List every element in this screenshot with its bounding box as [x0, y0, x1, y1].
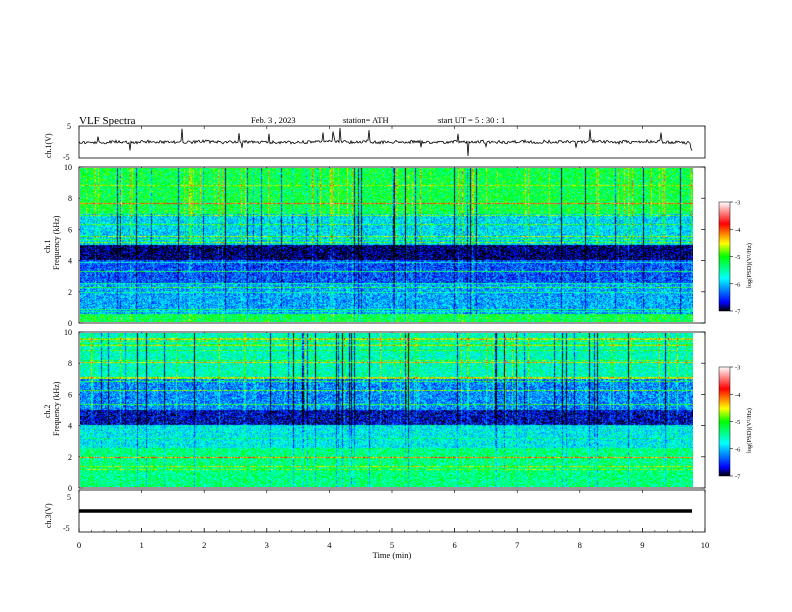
ch1-freq-axis-label-channel: ch.1 — [43, 239, 52, 253]
ch1-waveform-ylabel: ch.1(V) — [44, 133, 53, 158]
ch2-freq-axis-label: Frequency (kHz) — [52, 381, 61, 436]
ch1-ytick-top: 5 — [67, 122, 71, 131]
colorbar-tick-label: -3 — [735, 365, 740, 372]
ch3-waveform-ylabel: ch.3(V) — [44, 503, 53, 528]
ch1-freq-axis-label: Frequency (kHz) — [52, 215, 61, 270]
time-tick-label: 8 — [578, 540, 582, 550]
ch2-colorbar: -3 -4 -5 -6 -7 log(PSD)(V²/Hz) — [718, 365, 753, 481]
freq-tick-label: 0 — [68, 484, 72, 493]
ch2-freq-axis-label-channel: ch.2 — [43, 404, 52, 418]
colorbar-tick-label: -6 — [735, 281, 741, 288]
ch3-ytick-bottom: -5 — [63, 524, 70, 533]
freq-tick-label: 4 — [68, 257, 72, 266]
ch1-waveform-panel: 5 -5 ch.1(V) — [44, 122, 706, 162]
time-tick-label: 2 — [202, 540, 206, 550]
colorbar-tick-label: -7 — [735, 474, 741, 481]
ch2-colorbar-gradient — [718, 366, 731, 477]
colorbar-tick-label: -6 — [735, 446, 741, 453]
time-tick-label: 4 — [327, 540, 332, 550]
freq-tick-label: 8 — [68, 359, 72, 368]
freq-tick-label: 0 — [68, 319, 72, 328]
colorbar-tick-label: -5 — [735, 419, 740, 426]
ch1-colorbar: -3 -4 -5 -6 -7 log(PSD)(V²/Hz) — [718, 200, 753, 316]
freq-tick-label: 10 — [64, 163, 72, 172]
ch2-colorbar-label: log(PSD)(V²/Hz) — [746, 408, 753, 453]
colorbar-tick-label: -3 — [735, 200, 740, 207]
ch1-colorbar-gradient — [718, 201, 731, 312]
ch3-waveform-panel: 5 -5 ch.3(V) — [44, 489, 706, 533]
colorbar-tick-label: -4 — [735, 227, 741, 234]
colorbar-tick-label: -4 — [735, 392, 741, 399]
time-tick-label: 5 — [390, 540, 394, 550]
time-tick-label: 6 — [452, 540, 456, 550]
date-label: Feb. 3 , 2023 — [251, 115, 296, 125]
ch3-ytick-top: 5 — [67, 493, 71, 502]
ch2-spectrogram-heatmap — [80, 333, 693, 487]
freq-tick-label: 6 — [68, 390, 72, 399]
colorbar-tick-label: -5 — [735, 254, 740, 261]
time-tick-label: 9 — [640, 540, 644, 550]
time-tick-label: 7 — [515, 540, 519, 550]
time-tick-label: 1 — [139, 540, 143, 550]
start-time-label: start UT = 5 : 30 : 1 — [438, 115, 505, 125]
freq-tick-label: 6 — [68, 225, 72, 234]
time-tick-label: 3 — [265, 540, 269, 550]
ch1-colorbar-label: log(PSD)(V²/Hz) — [746, 243, 753, 288]
freq-tick-label: 2 — [68, 453, 72, 462]
ch1-ytick-bottom: -5 — [63, 153, 70, 162]
time-tick-label: 0 — [77, 540, 81, 550]
freq-tick-label: 8 — [68, 194, 72, 203]
freq-tick-label: 4 — [68, 422, 72, 431]
figure-title: VLF Spectra — [79, 115, 136, 127]
ch1-spectrogram-heatmap — [80, 168, 693, 322]
colorbar-tick-label: -7 — [735, 309, 741, 316]
freq-tick-label: 2 — [68, 288, 72, 297]
freq-tick-label: 10 — [64, 328, 72, 337]
time-tick-label: 10 — [701, 540, 710, 550]
ch1-waveform-trace — [78, 127, 693, 157]
station-label: station= ATH — [343, 115, 389, 125]
time-axis-label: Time (min) — [373, 550, 412, 560]
